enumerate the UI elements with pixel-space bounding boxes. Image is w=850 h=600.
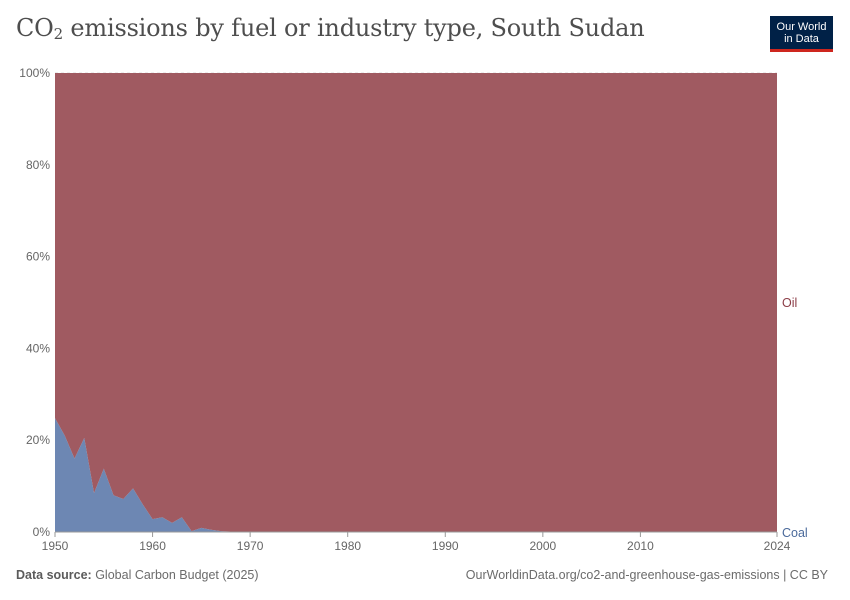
x-tick-label: 1950	[42, 539, 69, 553]
logo-line-1: Our World	[776, 21, 827, 33]
x-tick-label: 1990	[432, 539, 459, 553]
y-tick-label: 60%	[26, 250, 50, 264]
data-source: Data source: Global Carbon Budget (2025)	[16, 568, 259, 582]
source-url[interactable]: OurWorldinData.org/co2-and-greenhouse-ga…	[465, 568, 828, 582]
x-tick-label: 1960	[139, 539, 166, 553]
series-label-coal: Coal	[782, 526, 808, 540]
x-tick-label: 2000	[529, 539, 556, 553]
area-oil	[55, 73, 777, 532]
y-tick-label: 80%	[26, 158, 50, 172]
x-tick-label: 2010	[627, 539, 654, 553]
y-tick-label: 40%	[26, 341, 50, 355]
y-tick-label: 100%	[19, 66, 50, 80]
series-label-oil: Oil	[782, 296, 797, 310]
chart-title: CO2 emissions by fuel or industry type, …	[16, 14, 645, 43]
x-tick-label: 1980	[334, 539, 361, 553]
logo-line-2: in Data	[784, 33, 819, 45]
source-label: Data source:	[16, 568, 92, 582]
area-coal	[55, 418, 777, 532]
source-text[interactable]: Global Carbon Budget (2025)	[91, 568, 259, 582]
owid-logo[interactable]: Our World in Data	[770, 16, 833, 52]
y-tick-label: 0%	[33, 525, 51, 539]
y-tick-label: 20%	[26, 433, 50, 447]
x-tick-label: 2024	[764, 539, 791, 553]
x-tick-label: 1970	[237, 539, 264, 553]
